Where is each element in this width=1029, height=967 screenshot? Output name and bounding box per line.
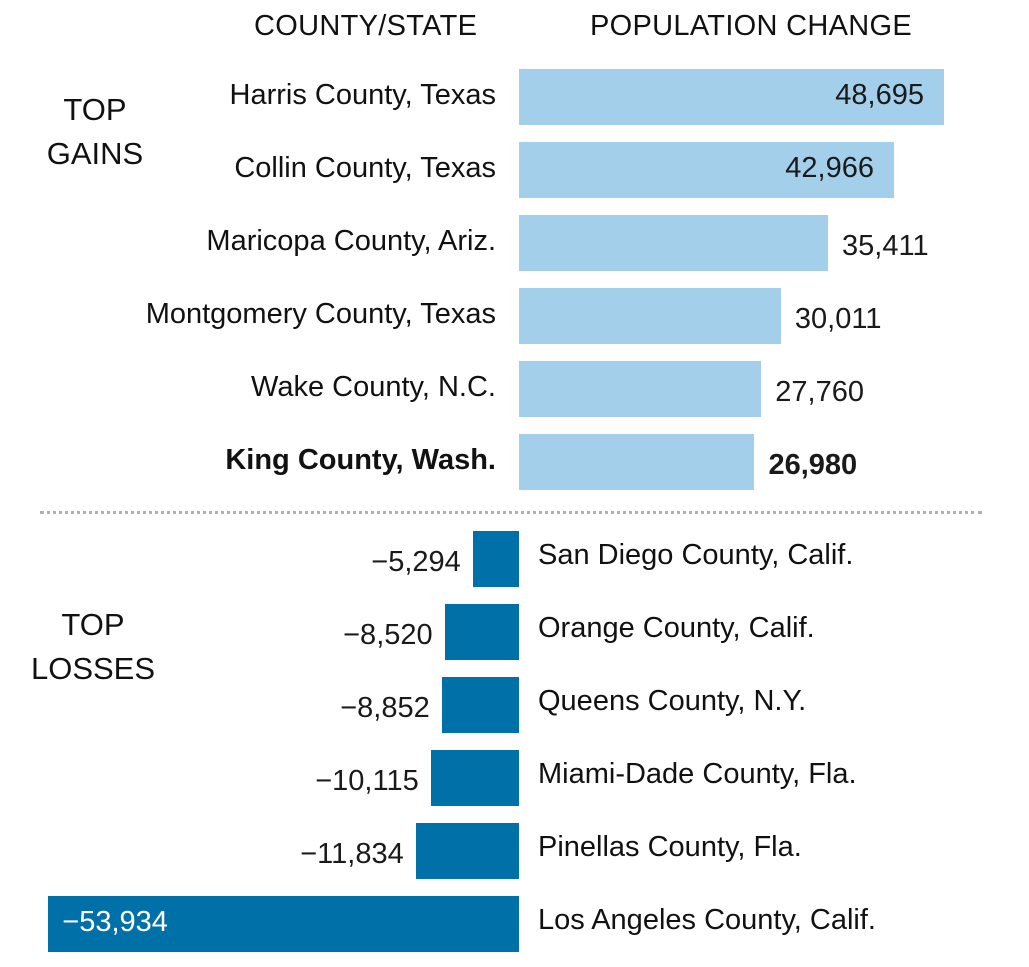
bar-gain — [519, 434, 755, 490]
header-population-change: POPULATION CHANGE — [590, 10, 913, 42]
value-label: −8,520 — [343, 619, 433, 651]
value-label: −5,294 — [371, 546, 461, 578]
category-label: Los Angeles County, Calif. — [538, 904, 876, 936]
bar-loss — [441, 677, 519, 733]
bar-loss — [430, 750, 519, 806]
section-label-line: GAINS — [46, 136, 144, 171]
category-label: Pinellas County, Fla. — [538, 831, 802, 863]
value-label: 27,760 — [775, 376, 864, 408]
bar-loss — [48, 896, 519, 952]
bar-gain — [519, 215, 829, 271]
category-label: Orange County, Calif. — [538, 612, 815, 644]
category-label: San Diego County, Calif. — [538, 539, 854, 571]
section-separator — [40, 511, 982, 514]
section-label-top-losses: TOP LOSSES — [28, 603, 158, 691]
bar-gain — [519, 361, 762, 417]
category-label: Collin County, Texas — [234, 152, 496, 184]
value-label: −11,834 — [300, 838, 404, 870]
section-label-line: LOSSES — [30, 651, 156, 686]
category-label: Maricopa County, Ariz. — [206, 225, 496, 257]
value-label: 26,980 — [768, 449, 858, 481]
category-label: Miami-Dade County, Fla. — [538, 758, 857, 790]
bar-loss — [415, 823, 519, 879]
value-label: 30,011 — [794, 303, 882, 335]
header-county-state: COUNTY/STATE — [254, 10, 478, 42]
value-label: −8,852 — [340, 692, 430, 724]
value-label: −10,115 — [315, 765, 419, 797]
value-label: −53,934 — [62, 906, 168, 938]
category-label: Montgomery County, Texas — [145, 298, 496, 330]
value-label: 42,966 — [785, 152, 874, 184]
bar-gain — [519, 142, 894, 198]
category-label: Harris County, Texas — [229, 79, 496, 111]
bar-loss — [472, 531, 519, 587]
section-label-line: TOP — [63, 92, 127, 127]
category-label: King County, Wash. — [225, 444, 496, 476]
value-label: 35,411 — [842, 230, 929, 262]
value-label: 48,695 — [835, 79, 924, 111]
section-label-line: TOP — [61, 607, 125, 642]
section-label-top-gains: TOP GAINS — [40, 88, 150, 176]
bar-gain — [519, 288, 781, 344]
bar-gain — [519, 69, 944, 125]
category-label: Queens County, N.Y. — [538, 685, 807, 717]
category-label: Wake County, N.C. — [251, 371, 496, 403]
bar-loss — [444, 604, 519, 660]
